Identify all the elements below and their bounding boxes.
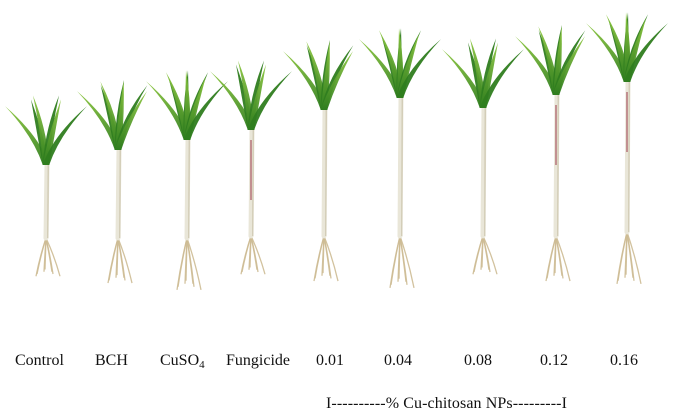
seedling-conc_016 <box>586 12 668 284</box>
seedling-control <box>5 95 87 277</box>
seedling-cuso4 <box>146 70 228 290</box>
label-fungicide: Fungicide <box>226 352 290 369</box>
label-cuso4-main: CuSO <box>160 352 200 369</box>
label-conc-008: 0.08 <box>464 352 492 369</box>
seedling-photo <box>5 12 668 290</box>
seedling-bch <box>77 80 148 284</box>
label-bch: BCH <box>95 352 128 369</box>
label-cuso4-sub: 4 <box>199 359 205 371</box>
label-cuso4: CuSO4 <box>160 352 205 371</box>
seedling-conc_012 <box>515 25 586 282</box>
cu-chitosan-range-label: I----------% Cu-chitosan NPs---------I <box>326 395 568 412</box>
label-conc-012: 0.12 <box>540 352 568 369</box>
label-conc-001: 0.01 <box>316 352 344 369</box>
seedling-conc_001 <box>283 40 354 282</box>
seedling-conc_008 <box>442 38 524 275</box>
seedling-conc_004 <box>359 28 441 288</box>
label-conc-016: 0.16 <box>610 352 638 369</box>
label-conc-004: 0.04 <box>384 352 412 369</box>
seedling-fungicide <box>210 60 292 275</box>
label-control: Control <box>15 352 64 369</box>
